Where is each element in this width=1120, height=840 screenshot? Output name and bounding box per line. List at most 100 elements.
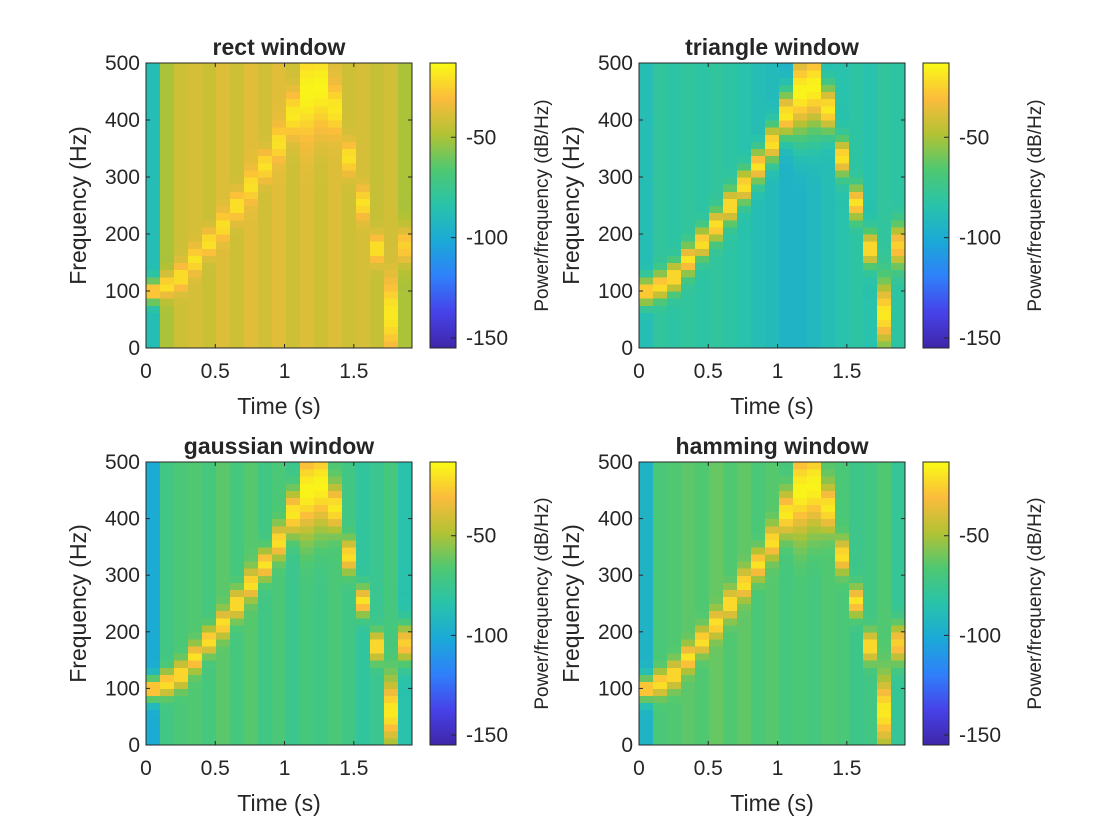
heatmap-cell — [723, 155, 738, 164]
heatmap-cell — [286, 63, 301, 71]
heatmap-cell — [653, 127, 668, 135]
heatmap-cell — [272, 469, 287, 477]
heatmap-cell — [230, 645, 245, 654]
heatmap-cell — [272, 490, 287, 498]
heatmap-cell — [300, 695, 315, 704]
heatmap-cell — [188, 248, 203, 256]
heatmap-cell — [821, 141, 836, 150]
heatmap-cell — [202, 561, 217, 569]
heatmap-cell — [695, 319, 710, 328]
heatmap-cell — [188, 561, 203, 569]
heatmap-cell — [160, 653, 175, 661]
heatmap-cell — [793, 120, 808, 128]
heatmap-cell — [188, 737, 203, 746]
heatmap-cell — [342, 596, 357, 605]
heatmap-cell — [723, 645, 738, 654]
heatmap-cell — [765, 624, 780, 633]
heatmap-cell — [160, 248, 175, 256]
heatmap-cell — [258, 241, 273, 249]
heatmap-cell — [639, 511, 654, 520]
heatmap-cell — [286, 255, 301, 264]
heatmap-cell — [230, 660, 245, 668]
heatmap-cell — [681, 319, 696, 328]
heatmap-cell — [751, 723, 766, 732]
heatmap-cell — [849, 319, 864, 328]
heatmap-cell — [342, 702, 357, 711]
heatmap-cell — [765, 241, 780, 249]
heatmap-cell — [384, 98, 399, 107]
heatmap-cell — [286, 134, 301, 142]
heatmap-cell — [370, 638, 385, 647]
heatmap-cell — [188, 184, 203, 192]
heatmap-cell — [751, 702, 766, 711]
heatmap-cell — [160, 112, 175, 121]
heatmap-cell — [863, 305, 878, 313]
heatmap-cell — [384, 134, 399, 142]
heatmap-cell — [216, 234, 231, 242]
heatmap-cell — [681, 291, 696, 299]
heatmap-cell — [188, 241, 203, 249]
heatmap-cell — [314, 497, 329, 506]
heatmap-cell — [681, 212, 696, 221]
heatmap-cells — [639, 63, 906, 349]
heatmap-cell — [653, 141, 668, 150]
heatmap-cell — [258, 262, 273, 271]
heatmap-cell — [160, 603, 175, 612]
heatmap-cell — [272, 340, 287, 349]
heatmap-cell — [398, 198, 413, 207]
heatmap-cell — [188, 589, 203, 598]
heatmap-cell — [891, 589, 906, 598]
heatmap-cell — [244, 589, 259, 598]
heatmap-cell — [849, 553, 864, 562]
heatmap-cell — [807, 326, 822, 335]
heatmap-cell — [681, 497, 696, 506]
heatmap-cell — [765, 63, 780, 71]
heatmap-cell — [216, 298, 231, 306]
heatmap-cell — [188, 631, 203, 640]
heatmap-cell — [751, 98, 766, 107]
heatmap-cell — [835, 603, 850, 612]
heatmap-cell — [398, 589, 413, 598]
heatmap-cell — [849, 127, 864, 135]
heatmap-cell — [356, 219, 371, 228]
heatmap-cell — [272, 674, 287, 682]
heatmap-cell — [681, 674, 696, 682]
heatmap-cell — [793, 462, 808, 470]
heatmap-cell — [877, 205, 892, 214]
heatmap-cell — [695, 582, 710, 590]
heatmap-cell — [765, 269, 780, 278]
heatmap-cell — [639, 490, 654, 498]
heatmap-cell — [328, 525, 343, 534]
heatmap-cell — [695, 688, 710, 697]
heatmap-cell — [370, 695, 385, 704]
heatmap-cell — [723, 723, 738, 732]
heatmap-cell — [230, 63, 245, 71]
y-tick-label: 200 — [105, 621, 140, 644]
heatmap-cell — [188, 695, 203, 704]
heatmap-cell — [216, 730, 231, 739]
heatmap-cell — [300, 333, 315, 342]
heatmap-cell — [779, 134, 794, 142]
heatmap-cell — [188, 645, 203, 654]
heatmap-cell — [695, 326, 710, 335]
heatmap-cell — [188, 518, 203, 527]
heatmap-cell — [216, 169, 231, 178]
heatmap-cell — [244, 546, 259, 555]
heatmap-cell — [765, 105, 780, 114]
heatmap-cell — [807, 610, 822, 619]
heatmap-cell — [258, 723, 273, 732]
heatmap-cell — [639, 134, 654, 142]
heatmap-cell — [891, 241, 906, 249]
heatmap-cell — [258, 667, 273, 675]
heatmap-cell — [314, 525, 329, 534]
heatmap-cell — [751, 148, 766, 157]
heatmap-cell — [667, 276, 682, 285]
heatmap-cell — [863, 269, 878, 278]
heatmap-cell — [877, 603, 892, 612]
heatmap-cell — [639, 497, 654, 506]
heatmap-cell — [821, 105, 836, 114]
heatmap-cell — [216, 709, 231, 718]
heatmap-cell — [286, 191, 301, 199]
heatmap-cell — [258, 269, 273, 278]
heatmap-cell — [174, 312, 189, 321]
